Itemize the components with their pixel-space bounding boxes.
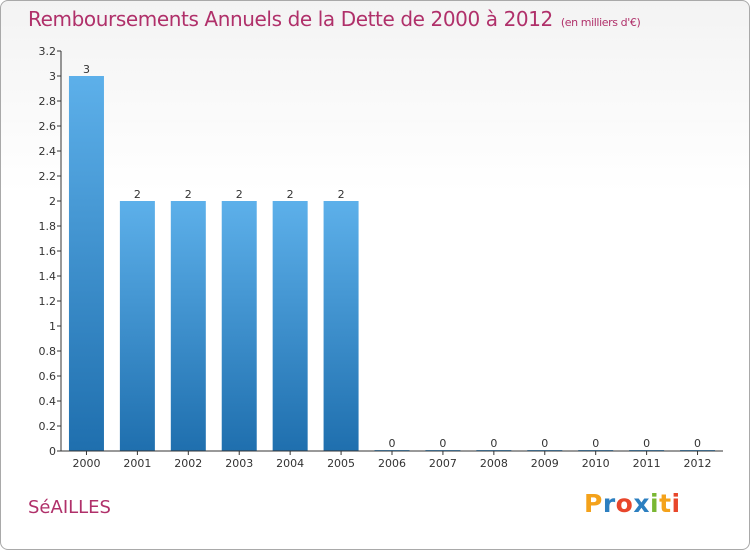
y-tick-label: 3.2 — [39, 45, 57, 58]
y-tick-label: 1.6 — [39, 245, 57, 258]
y-tick-label: 0.8 — [39, 345, 57, 358]
x-tick-label: 2010 — [582, 457, 610, 470]
bar — [272, 201, 308, 451]
logo-letter: t — [659, 489, 672, 518]
bar-value-label: 0 — [643, 437, 650, 450]
y-tick-label: 1.2 — [39, 295, 57, 308]
bar-value-label: 0 — [490, 437, 497, 450]
y-tick-label: 0.6 — [39, 370, 57, 383]
chart-title-text: Remboursements Annuels de la Dette de 20… — [28, 7, 553, 31]
logo-letter: i — [671, 489, 681, 518]
bar-value-label: 2 — [185, 188, 192, 201]
x-tick-label: 2005 — [327, 457, 355, 470]
proxiti-logo[interactable]: Proxiti — [584, 489, 681, 518]
bar-value-label: 0 — [694, 437, 701, 450]
bar — [170, 201, 206, 451]
x-tick-label: 2004 — [276, 457, 304, 470]
bar-value-label: 2 — [236, 188, 243, 201]
y-axis: 0 0.2 0.4 0.6 0.8 1 1.2 1.4 1.6 1.8 2 2.2 2.4 2.6 2.8 3… — [39, 45, 62, 458]
x-tick-label: 2001 — [123, 457, 151, 470]
logo-letter: r — [602, 489, 616, 518]
bar — [323, 201, 359, 451]
x-tick-label: 2011 — [633, 457, 661, 470]
y-tick-label: 2.4 — [39, 145, 57, 158]
logo-letter: x — [633, 489, 650, 518]
x-axis: 2000 2001 2002 2003 2004 2005 2006 2007 2008 2009… — [61, 450, 723, 470]
x-tick-label: 2003 — [225, 457, 253, 470]
bar-value-label: 2 — [134, 188, 141, 201]
y-tick-label: 1.8 — [39, 220, 57, 233]
y-tick-label: 0.4 — [39, 395, 57, 408]
bar-value-label: 0 — [541, 437, 548, 450]
y-tick-label: 1 — [49, 320, 56, 333]
y-tick-label: 0 — [49, 445, 56, 458]
y-tick-label: 1.4 — [39, 270, 57, 283]
chart-subtitle: (en milliers d'€) — [560, 16, 641, 29]
x-tick-label: 2009 — [531, 457, 559, 470]
logo-letter: i — [650, 489, 660, 518]
bars: 3 2 2 2 2 2 0 0 0 0 0 0 0 — [68, 63, 716, 451]
bar-value-label: 2 — [287, 188, 294, 201]
y-tick-label: 2.8 — [39, 95, 57, 108]
x-tick-label: 2008 — [480, 457, 508, 470]
commune-name: SéAILLES — [28, 497, 111, 518]
bar-value-label: 0 — [439, 437, 446, 450]
bar — [68, 76, 104, 451]
y-tick-label: 3 — [49, 70, 56, 83]
y-tick-label: 2.6 — [39, 120, 57, 133]
chart-title: Remboursements Annuels de la Dette de 20… — [28, 7, 641, 31]
x-tick-label: 2000 — [72, 457, 100, 470]
x-tick-label: 2012 — [684, 457, 712, 470]
bar-value-label: 0 — [389, 437, 396, 450]
logo-letter: P — [584, 489, 603, 518]
y-tick-label: 2 — [49, 195, 56, 208]
x-tick-label: 2007 — [429, 457, 457, 470]
x-tick-label: 2006 — [378, 457, 406, 470]
y-tick-label: 2.2 — [39, 170, 57, 183]
bar — [221, 201, 257, 451]
x-tick-label: 2002 — [174, 457, 202, 470]
logo-letter: o — [615, 489, 634, 518]
bar-value-label: 3 — [83, 63, 90, 76]
bar-value-label: 0 — [592, 437, 599, 450]
y-tick-label: 0.2 — [39, 420, 57, 433]
bar-value-label: 2 — [338, 188, 345, 201]
bar — [119, 201, 155, 451]
